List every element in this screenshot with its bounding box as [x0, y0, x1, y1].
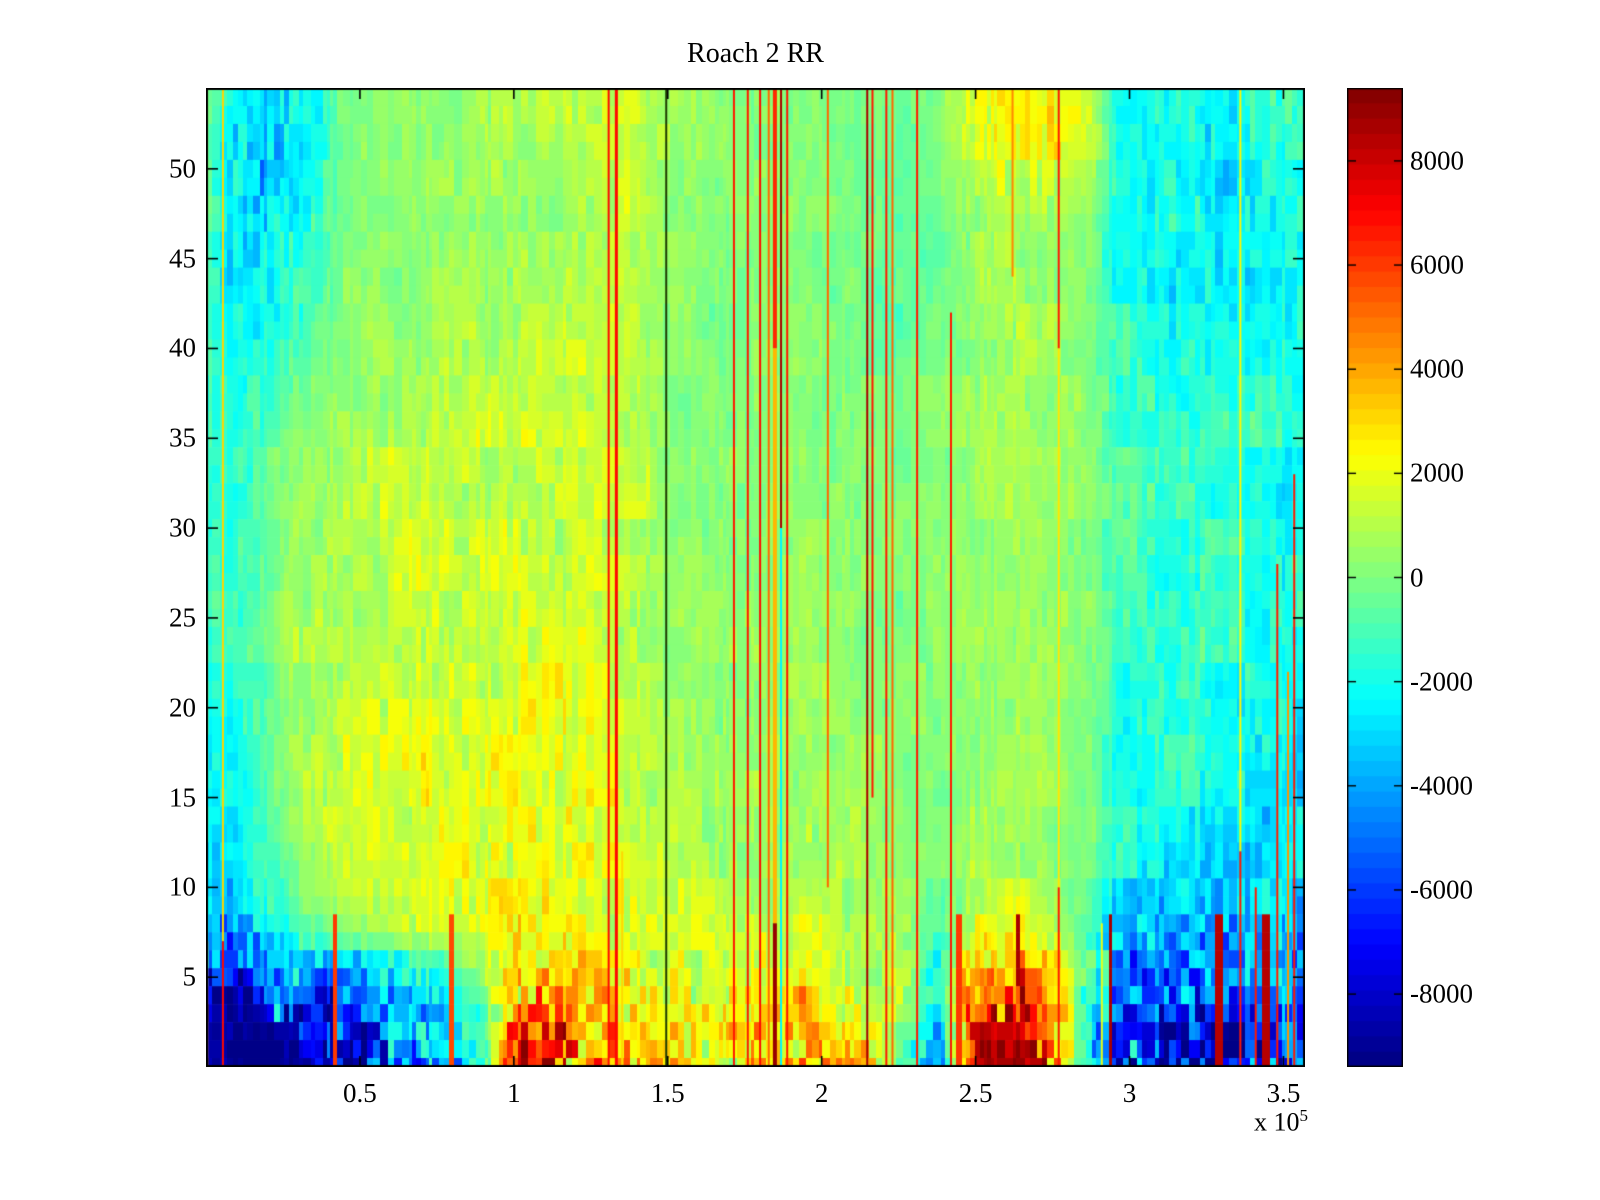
- y-tick-label: 25: [169, 602, 196, 633]
- exponent-base: x 10: [1254, 1107, 1300, 1137]
- y-tick-label: 15: [169, 782, 196, 813]
- heatmap-canvas: [206, 88, 1305, 1067]
- colorbar-tick-label: -8000: [1410, 978, 1473, 1009]
- colorbar-tick-label: 2000: [1410, 457, 1464, 488]
- y-tick-label: 30: [169, 512, 196, 543]
- y-tick-label: 45: [169, 243, 196, 274]
- y-tick-label: 40: [169, 332, 196, 363]
- colorbar-canvas: [1347, 88, 1403, 1067]
- x-tick-label: 1: [507, 1078, 521, 1108]
- exponent-power: 5: [1299, 1106, 1309, 1125]
- colorbar-tick-label: -4000: [1410, 770, 1473, 801]
- x-axis-exponent-label: x 105: [1254, 1106, 1308, 1138]
- colorbar-tick-label: -6000: [1410, 874, 1473, 905]
- y-tick-label: 35: [169, 422, 196, 453]
- colorbar-tick-label: 4000: [1410, 353, 1464, 384]
- colorbar-tick-label: 0: [1410, 562, 1424, 592]
- x-tick-label: 2.5: [958, 1078, 993, 1108]
- y-tick-label: 50: [169, 153, 196, 184]
- x-tick-label: 3: [1122, 1078, 1137, 1108]
- chart-title: Roach 2 RR: [687, 38, 824, 69]
- x-tick-label: 3.5: [1266, 1078, 1301, 1108]
- colorbar-tick-label: 8000: [1410, 145, 1464, 176]
- colorbar-tick-label: 6000: [1410, 249, 1464, 280]
- x-tick-label: 0.5: [343, 1078, 377, 1108]
- colorbar-tick-label: -2000: [1410, 666, 1473, 697]
- y-tick-label: 20: [169, 692, 196, 723]
- y-tick-label: 10: [169, 871, 196, 902]
- y-tick-label: 5: [182, 961, 197, 992]
- x-tick-label: 2: [814, 1078, 829, 1108]
- x-tick-label: 1.5: [650, 1078, 685, 1108]
